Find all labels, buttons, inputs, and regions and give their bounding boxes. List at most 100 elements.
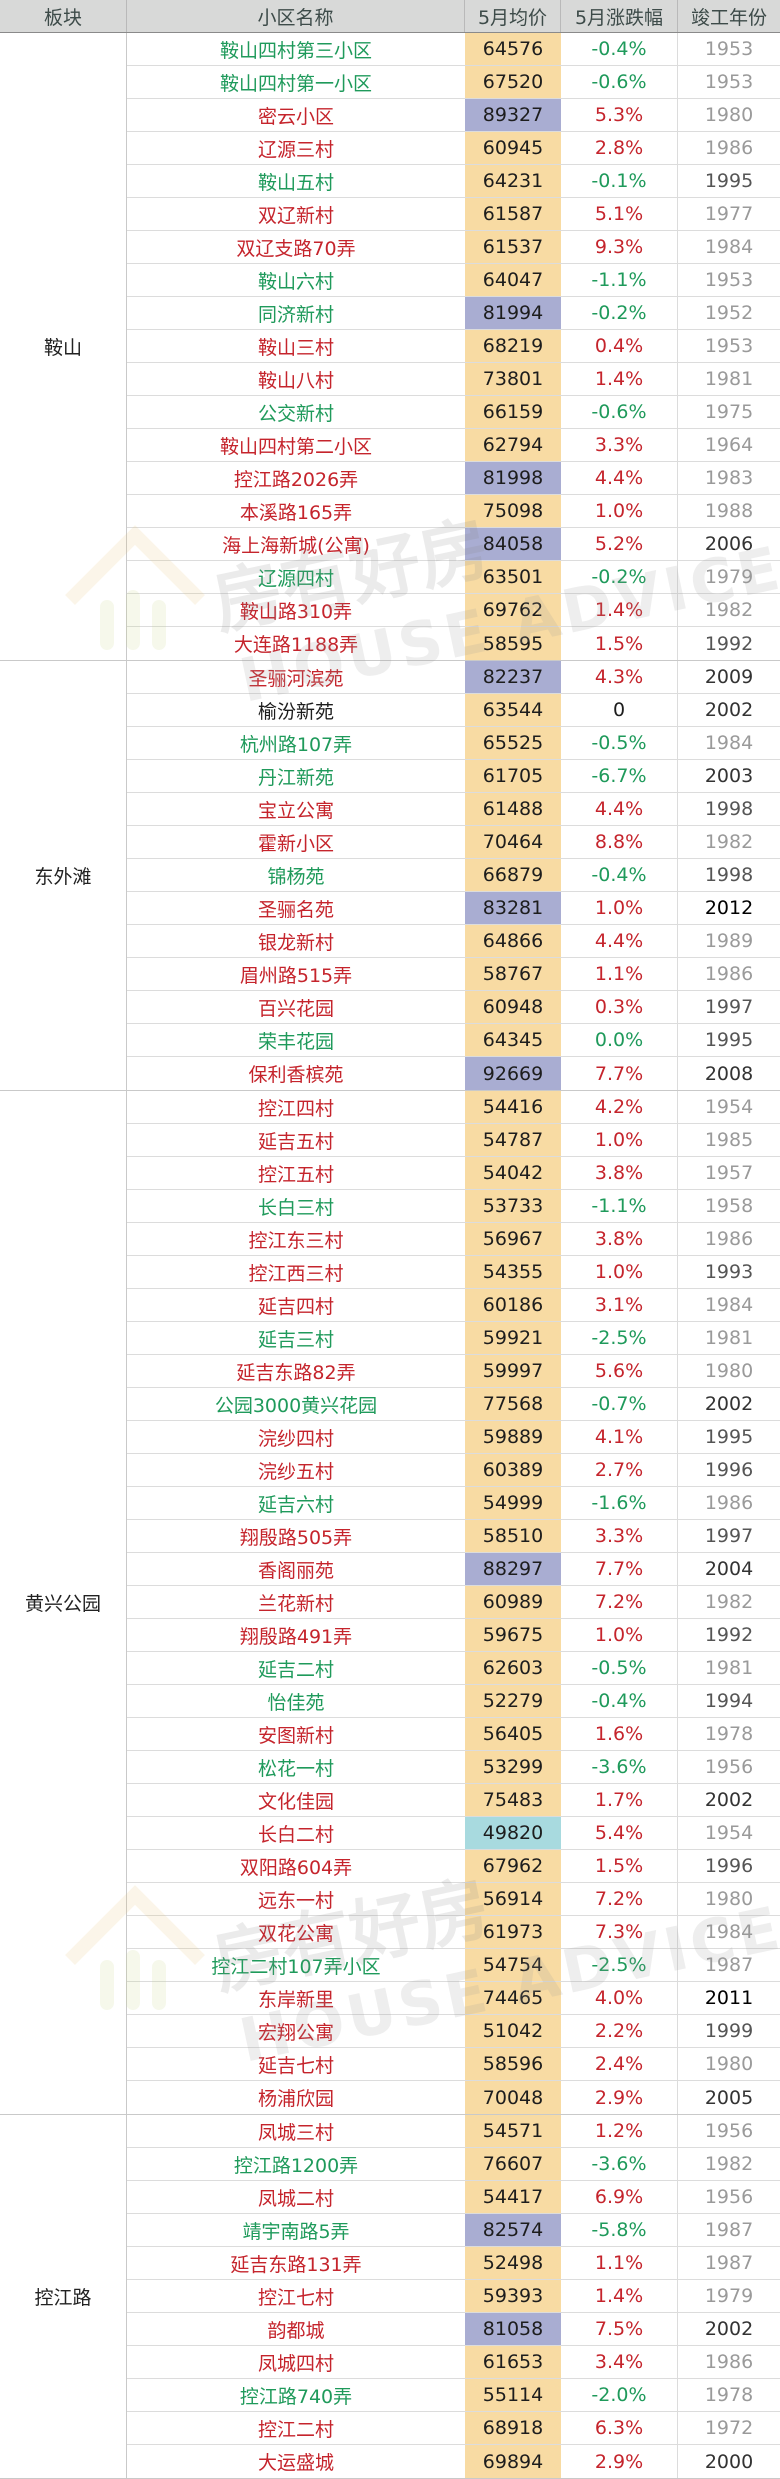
completion-year: 1982	[704, 831, 754, 853]
avg-price: 59675	[465, 1619, 561, 1651]
price-change: 1.7%	[561, 1784, 678, 1816]
price-change: 9.3%	[561, 231, 678, 263]
community-name: 海上海新城(公寓)	[222, 534, 370, 557]
avg-price: 61653	[465, 2346, 561, 2378]
completion-year: 1956	[704, 2120, 754, 2142]
table-row: 鞍山四村第二小区 62794 3.3% 1964	[127, 429, 780, 462]
price-change: -0.5%	[561, 1652, 678, 1684]
completion-year: 1978	[704, 2384, 754, 2406]
price-change: 1.4%	[561, 363, 678, 395]
area-label: 东外滩	[0, 661, 127, 1090]
avg-price: 58596	[465, 2048, 561, 2080]
table-row: 丹江新苑 61705 -6.7% 2003	[127, 760, 780, 793]
area-label: 控江路	[0, 2115, 127, 2478]
community-name: 东岸新里	[257, 1988, 334, 2011]
table-row: 圣骊名苑 83281 1.0% 2012	[127, 892, 780, 925]
community-name: 延吉四村	[257, 1295, 334, 1318]
price-change: 1.0%	[561, 892, 678, 924]
community-name: 圣骊河滨苑	[248, 667, 344, 690]
table-row: 延吉二村 62603 -0.5% 1981	[127, 1652, 780, 1685]
community-name: 控江五村	[257, 1163, 334, 1186]
completion-year: 1986	[704, 1492, 754, 1514]
price-change: 5.1%	[561, 198, 678, 230]
community-name: 控江路740弄	[239, 2385, 353, 2408]
price-change: -0.1%	[561, 165, 678, 197]
table-row: 荣丰花园 64345 0.0% 1995	[127, 1024, 780, 1057]
community-name: 凤城三村	[257, 2121, 334, 2144]
table-row: 延吉六村 54999 -1.6% 1986	[127, 1487, 780, 1520]
completion-year: 1975	[704, 401, 754, 423]
table-row: 延吉东路82弄 59997 5.6% 1980	[127, 1355, 780, 1388]
table-row: 控江东三村 56967 3.8% 1986	[127, 1223, 780, 1256]
price-change: -6.7%	[561, 760, 678, 792]
completion-year: 2002	[704, 2318, 754, 2340]
table-row: 鞍山四村第三小区 64576 -0.4% 1953	[127, 33, 780, 66]
completion-year: 1979	[704, 2285, 754, 2307]
avg-price: 67520	[465, 66, 561, 98]
header-may-change: 5月涨跌幅	[561, 0, 678, 32]
completion-year: 1981	[704, 1327, 754, 1349]
table-row: 怡佳苑 52279 -0.4% 1994	[127, 1685, 780, 1718]
area-label: 鞍山	[0, 33, 127, 660]
completion-year: 1986	[704, 1228, 754, 1250]
table-row: 靖宇南路5弄 82574 -5.8% 1987	[127, 2214, 780, 2247]
area-section: 控江路 凤城三村 54571 1.2% 1956 控江路1200弄 76607 -3.6% 19…	[0, 2115, 780, 2479]
avg-price: 49820	[465, 1817, 561, 1849]
community-name: 双辽新村	[257, 204, 334, 227]
price-change: 1.6%	[561, 1718, 678, 1750]
area-section: 黄兴公园 控江四村 54416 4.2% 1954 延吉五村 54787 1.0% 1985 控江…	[0, 1091, 780, 2115]
price-change: -0.2%	[561, 561, 678, 593]
price-change: -1.6%	[561, 1487, 678, 1519]
avg-price: 63544	[465, 694, 561, 726]
table-header: 板块 小区名称 5月均价 5月涨跌幅 竣工年份	[0, 0, 780, 33]
table-row: 控江西三村 54355 1.0% 1993	[127, 1256, 780, 1289]
table-row: 海上海新城(公寓) 84058 5.2% 2006	[127, 528, 780, 561]
completion-year: 2009	[704, 666, 754, 688]
price-change: 1.4%	[561, 594, 678, 626]
avg-price: 66879	[465, 859, 561, 891]
table-row: 鞍山三村 68219 0.4% 1953	[127, 330, 780, 363]
community-name: 大运盛城	[257, 2452, 334, 2474]
table-row: 同济新村 81994 -0.2% 1952	[127, 297, 780, 330]
completion-year: 1992	[704, 1624, 754, 1646]
price-change: 2.2%	[561, 2015, 678, 2047]
completion-year: 1980	[704, 1360, 754, 1382]
price-change: 0.3%	[561, 991, 678, 1023]
avg-price: 77568	[465, 1388, 561, 1420]
community-name: 百兴花园	[257, 997, 334, 1020]
avg-price: 83281	[465, 892, 561, 924]
price-change: 7.2%	[561, 1883, 678, 1915]
completion-year: 1987	[704, 2252, 754, 2274]
price-change: 7.5%	[561, 2313, 678, 2345]
table-row: 锦杨苑 66879 -0.4% 1998	[127, 859, 780, 892]
completion-year: 1984	[704, 1294, 754, 1316]
price-change: -1.1%	[561, 264, 678, 296]
completion-year: 1954	[704, 1822, 754, 1844]
completion-year: 1987	[704, 2219, 754, 2241]
price-change: -0.6%	[561, 66, 678, 98]
price-change: 5.3%	[561, 99, 678, 131]
table-row: 双辽支路70弄 61537 9.3% 1984	[127, 231, 780, 264]
community-name: 靖宇南路5弄	[242, 2220, 350, 2243]
avg-price: 76607	[465, 2148, 561, 2180]
completion-year: 1952	[704, 302, 754, 324]
avg-price: 54417	[465, 2181, 561, 2213]
community-name: 延吉二村	[257, 1658, 334, 1681]
community-name: 怡佳苑	[267, 1691, 325, 1714]
price-change: -0.4%	[561, 1685, 678, 1717]
completion-year: 1980	[704, 104, 754, 126]
community-name: 凤城二村	[257, 2187, 334, 2210]
completion-year: 1980	[704, 2053, 754, 2075]
completion-year: 2005	[704, 2086, 754, 2109]
table-row: 双辽新村 61587 5.1% 1977	[127, 198, 780, 231]
avg-price: 54416	[465, 1091, 561, 1123]
table-row: 香阁丽苑 88297 7.7% 2004	[127, 1553, 780, 1586]
completion-year: 1983	[704, 467, 754, 489]
completion-year: 1981	[704, 1657, 754, 1679]
table-row: 杭州路107弄 65525 -0.5% 1984	[127, 727, 780, 760]
avg-price: 62794	[465, 429, 561, 461]
table-row: 榆汾新苑 63544 0 2002	[127, 694, 780, 727]
price-change: 2.9%	[561, 2081, 678, 2114]
avg-price: 69894	[465, 2445, 561, 2478]
community-name: 公交新村	[257, 402, 334, 425]
